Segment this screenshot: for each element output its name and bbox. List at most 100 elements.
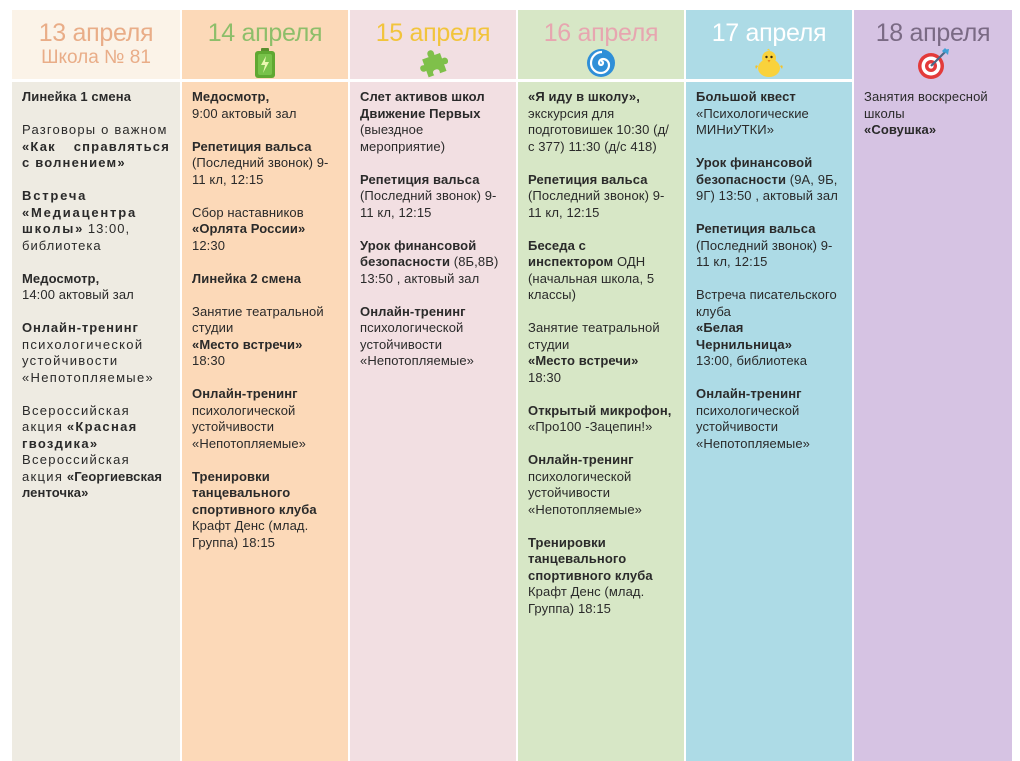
event-prefix: Занятия воскресной школы — [864, 89, 988, 121]
event-title: Репетиция вальса — [360, 171, 480, 187]
day-column-17-april: 17 апреля Большой квест «Психологические… — [684, 10, 852, 761]
event-title: Урок финансовой безопасности — [696, 155, 813, 187]
event-details: психологической устойчивости «Непотопляе… — [192, 402, 307, 451]
event-item: Медосмотр, 9:00 актовый зал — [192, 89, 338, 122]
event-title: Онлайн-тренинг — [696, 386, 802, 401]
event-details: (Последний звонок) 9-11 кл, 12:15 — [528, 188, 665, 220]
day-events: Занятия воскресной школы «Совушка» — [854, 82, 1012, 139]
event-title: Большой квест — [696, 89, 796, 104]
event-item: Репетиция вальса (Последний звонок) 9-11… — [696, 221, 842, 271]
battery-icon — [255, 48, 275, 78]
chick-icon — [755, 48, 783, 77]
event-item: «Я иду в школу», экскурсия для подготови… — [528, 89, 674, 155]
day-date: 18 апреля — [875, 19, 991, 47]
event-item: Большой квест «Психологические МИНиУТКИ» — [696, 89, 842, 139]
event-item: Занятия воскресной школы «Совушка» — [864, 89, 1002, 139]
event-prefix: Сбор наставников — [192, 204, 304, 220]
event-details: Крафт Денс (млад. Группа) 18:15 — [192, 518, 309, 550]
event-title: «Как справляться с волнением» — [22, 138, 170, 171]
event-details: 14:00 актовый зал — [22, 287, 134, 302]
day-date: 16 апреля — [543, 19, 659, 47]
event-item: Линейка 2 смена — [192, 271, 338, 288]
event-prefix: Встреча писательского клуба — [696, 287, 837, 319]
event-details: 18:30 — [192, 353, 226, 368]
event-title: «Красная гвоздика» — [22, 419, 138, 451]
day-date: 13 апреля — [38, 19, 154, 47]
event-item: Открытый микрофон, «Про100 -Зацепин!» — [528, 403, 674, 436]
event-title: Линейка 2 смена — [192, 270, 302, 286]
event-item: Тренировки танцевального спортивного клу… — [528, 535, 674, 618]
school-subtitle: Школа № 81 — [41, 47, 151, 68]
event-title: «Место встречи» — [192, 336, 303, 352]
day-header: 18 апреля — [854, 10, 1012, 82]
event-item: Урок финансовой безопасности (8Б,8В) 13:… — [360, 238, 506, 288]
event-title: Медосмотр, — [192, 89, 270, 104]
event-prefix: Всероссийская акция — [22, 402, 131, 435]
event-item: Занятие театральной студии «Место встреч… — [528, 320, 674, 386]
event-details: ОДН (начальная школа, 5 классы) — [528, 254, 655, 302]
event-details: 13:00, библиотека — [22, 221, 131, 253]
event-details: психологической устойчивости «Непотопляе… — [696, 402, 811, 451]
event-item: Всероссийская акция «Красная гвоздика» — [22, 403, 170, 453]
event-title: Урок финансовой безопасности — [360, 237, 477, 270]
target-icon — [918, 48, 949, 79]
event-details: (Последний звонок) 9-11 кл, 12:15 — [192, 155, 329, 187]
event-title: Репетиция вальса — [528, 171, 648, 187]
event-title: «Белая Чернильница» — [696, 320, 793, 352]
day-header: 15 апреля — [350, 10, 516, 82]
event-details: «Про100 -Зацепин!» — [528, 419, 653, 434]
event-title: Репетиция вальса — [696, 221, 816, 236]
day-column-14-april: 14 апреля Медосмотр, 9:00 актовый зал Ре… — [180, 10, 348, 761]
event-title: Тренировки танцевального спортивного клу… — [192, 468, 317, 517]
event-item: Линейка 1 смена — [22, 89, 170, 106]
day-header: 17 апреля — [686, 10, 852, 82]
day-events: Медосмотр, 9:00 актовый зал Репетиция ва… — [182, 82, 348, 551]
event-title: Встреча «Медиацентра школы» — [22, 188, 137, 236]
event-item: Репетиция вальса (Последний звонок) 9-11… — [528, 172, 674, 222]
event-title: Беседа с инспектором — [528, 237, 614, 270]
event-item: Репетиция вальса (Последний звонок) 9-11… — [192, 139, 338, 189]
event-details: 13:00, библиотека — [696, 353, 808, 368]
event-title: Открытый микрофон, — [528, 402, 672, 418]
event-item: Встреча писательского клуба «Белая Черни… — [696, 287, 842, 370]
event-item: Урок финансовой безопасности (9А, 9Б, 9Г… — [696, 155, 842, 205]
event-item: Всероссийская акция «Георгиевская ленточ… — [22, 452, 170, 502]
event-details: психологической устойчивости «Непотопляе… — [528, 468, 643, 517]
event-title: Онлайн-тренинг — [528, 452, 634, 467]
event-prefix: Разговоры о важном — [22, 122, 168, 137]
event-details: 18:30 — [528, 369, 562, 385]
day-header: 13 апреля Школа № 81 — [12, 10, 180, 82]
event-title: Линейка 1 смена — [22, 89, 132, 104]
event-item: Онлайн-тренинг психологической устойчиво… — [696, 386, 842, 452]
event-item: Тренировки танцевального спортивного клу… — [192, 469, 338, 552]
day-header: 16 апреля — [518, 10, 684, 82]
event-title: «Георгиевская ленточка» — [22, 468, 163, 501]
swirl-icon — [587, 49, 615, 77]
puzzle-icon — [420, 50, 448, 78]
day-column-16-april: 16 апреля «Я иду в школу», экскурсия для… — [516, 10, 684, 761]
event-item: Онлайн-тренинг психологической устойчиво… — [528, 452, 674, 518]
day-date: 17 апреля — [711, 19, 827, 47]
event-title: Онлайн-тренинг — [22, 320, 139, 335]
event-prefix: Занятие театральной студии — [192, 303, 324, 336]
event-details: 12:30 — [192, 237, 226, 253]
event-title: Репетиция вальса — [192, 138, 312, 154]
event-item: Встреча «Медиацентра школы» 13:00, библи… — [22, 188, 170, 254]
event-details: психологической устойчивости «Непотопляе… — [22, 336, 155, 385]
day-header: 14 апреля — [182, 10, 348, 82]
event-title: Онлайн-тренинг — [192, 386, 298, 401]
day-events: «Я иду в школу», экскурсия для подготови… — [518, 82, 684, 617]
day-column-18-april: 18 апреля Занятия воскресной школы «Сову… — [852, 10, 1012, 761]
event-details: экскурсия для подготовишек 10:30 (д/с 37… — [528, 105, 670, 154]
event-item: Сбор наставников «Орлята России» 12:30 — [192, 205, 338, 255]
event-item: Разговоры о важном «Как справляться с во… — [22, 122, 170, 172]
event-title: Онлайн-тренинг — [360, 303, 466, 319]
event-details: «Психологические МИНиУТКИ» — [696, 105, 809, 138]
event-details: 9:00 актовый зал — [192, 105, 297, 121]
event-details: Крафт Денс (млад. Группа) 18:15 — [528, 584, 645, 616]
event-prefix: Всероссийская акция — [22, 452, 131, 484]
day-events: Слет активов школ Движение Первых (выезд… — [350, 82, 516, 370]
event-details: (9А, 9Б, 9Г) 13:50 , актовый зал — [696, 171, 838, 204]
event-details: (Последний звонок) 9-11 кл, 12:15 — [696, 237, 833, 270]
day-date: 14 апреля — [207, 19, 323, 47]
